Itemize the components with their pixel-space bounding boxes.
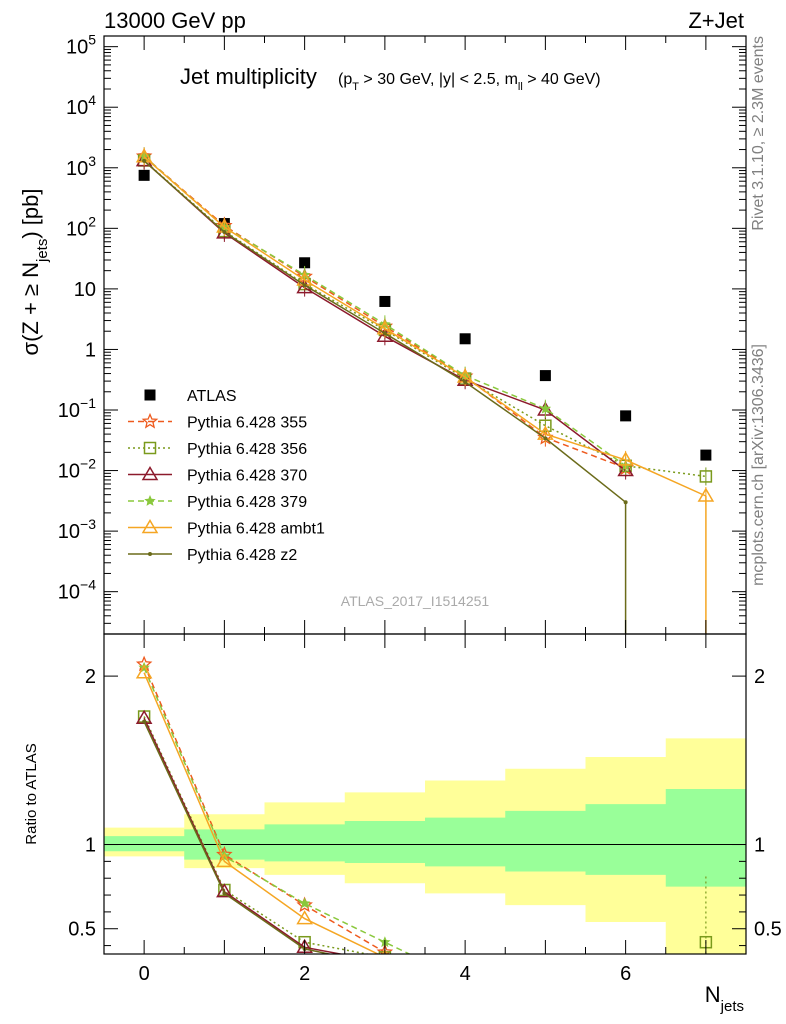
- legend-marker: [141, 519, 159, 534]
- main-plot-area: [135, 147, 715, 634]
- ratio-y-tick-label: 0.5: [68, 919, 96, 941]
- legend-marker: [148, 552, 152, 556]
- data-point: [142, 158, 147, 163]
- y-tick-label: 10−2: [58, 456, 96, 483]
- x-tick-label: 6: [620, 963, 631, 985]
- y-tick-label: 104: [66, 92, 96, 119]
- rivet-caption: Rivet 3.1.10, ≥ 2.3M events: [750, 36, 767, 231]
- ratio-y-axis-label: Ratio to ATLAS: [23, 743, 40, 844]
- legend-entry-pythia-6-428-z2: Pythia 6.428 z2: [128, 547, 297, 564]
- main-frame: [103, 35, 747, 635]
- legend-label: Pythia 6.428 370: [187, 468, 307, 485]
- data-point: [138, 169, 150, 181]
- data-point: [620, 410, 632, 422]
- main-title: Jet multiplicity (pT > 30 GeV, |y| < 2.5…: [180, 64, 601, 93]
- ratio-point: [376, 943, 394, 954]
- ratio-y-tick-label-right: 1: [754, 835, 765, 857]
- data-point: [299, 257, 311, 269]
- ratio-point: [383, 964, 387, 968]
- ratio-point: [298, 897, 311, 909]
- legend-marker: [141, 412, 159, 429]
- y-tick-label: 102: [66, 213, 96, 240]
- data-point: [539, 370, 551, 382]
- x-tick-label: 0: [139, 963, 150, 985]
- data-point: [543, 436, 548, 441]
- data-point: [700, 449, 712, 461]
- legend-label: Pythia 6.428 355: [187, 415, 307, 432]
- legend-entry-pythia-6-428-356: Pythia 6.428 356: [128, 441, 307, 458]
- header-right: Z+Jet: [688, 8, 744, 33]
- legend-marker: [141, 466, 159, 481]
- chart-subtitle: (pT > 30 GeV, |y| < 2.5, mll > 40 GeV): [338, 71, 601, 93]
- ratio-y-tick-label: 1: [85, 835, 96, 857]
- legend-label: Pythia 6.428 ambt1: [187, 521, 325, 538]
- data-point: [222, 229, 227, 234]
- ratio-point: [216, 852, 233, 868]
- legend-marker: [143, 441, 157, 455]
- y-tick-label: 10−1: [58, 395, 96, 422]
- ratio-point: [142, 719, 147, 724]
- main-axes: 10−4 10−3 10−2 10−1 1 10 102 103 104 105: [58, 32, 747, 635]
- x-axis-label: Njets: [705, 982, 744, 1015]
- ratio-point: [296, 910, 313, 925]
- data-point: [379, 295, 391, 307]
- legend-marker: [144, 495, 156, 506]
- ratio-point: [222, 891, 227, 896]
- data-point: [699, 470, 713, 483]
- uncertainty-band-inner: [104, 788, 746, 887]
- ratio-panel: Ratio to ATLAS 0.5 0.5 1 1 2 2 0 2 4 6 Njets: [23, 633, 782, 1015]
- y-tick-label: 103: [66, 153, 96, 180]
- legend-entry-pythia-6-428-379: Pythia 6.428 379: [128, 494, 307, 511]
- data-point: [302, 283, 307, 288]
- header-left: 13000 GeV pp: [104, 8, 246, 33]
- legend-entry-pythia-6-428-370: Pythia 6.428 370: [128, 466, 307, 485]
- ratio-point: [384, 953, 385, 954]
- legend-marker: [144, 389, 156, 401]
- chart-title: Jet multiplicity: [180, 64, 317, 89]
- y-tick-label: 1: [85, 339, 96, 361]
- main-panel: Jet multiplicity (pT > 30 GeV, |y| < 2.5…: [18, 32, 747, 635]
- legend-label: Pythia 6.428 379: [187, 494, 307, 511]
- y-axis-label: σ(Z + ≥ Njets) [pb]: [18, 189, 51, 356]
- series-pythia-6-428-356: [137, 151, 713, 486]
- data-point: [539, 402, 552, 414]
- analysis-id: ATLAS_2017_I1514251: [341, 593, 490, 609]
- data-point: [617, 462, 634, 477]
- y-tick-label: 10: [74, 279, 96, 301]
- mcplots-caption: mcplots.cern.ch [arXiv:1306.3436]: [750, 344, 767, 586]
- ratio-point: [216, 883, 233, 898]
- data-point: [459, 333, 471, 345]
- ratio-point: [135, 664, 153, 679]
- ratio-series-pythia-6-428-ambt1: [135, 664, 388, 954]
- series-line: [143, 156, 707, 634]
- legend-entry-pythia-6-428-ambt1: Pythia 6.428 ambt1: [128, 519, 325, 538]
- legend-entry-pythia-6-428-355: Pythia 6.428 355: [128, 412, 307, 432]
- ratio-line: [143, 667, 412, 954]
- legend-label: ATLAS: [187, 388, 237, 405]
- ratio-y-tick-label-right: 2: [754, 666, 765, 688]
- ratio-axes: 0.5 0.5 1 1 2 2 0 2 4 6: [68, 633, 782, 985]
- y-tick-label: 10−4: [58, 577, 96, 604]
- series-line: [143, 160, 627, 634]
- y-tick-label: 105: [66, 32, 96, 59]
- legend-label: Pythia 6.428 z2: [187, 547, 297, 564]
- ratio-y-tick-label: 2: [85, 666, 96, 688]
- x-tick-label: 4: [460, 963, 471, 985]
- series-pythia-6-428-z2: [142, 158, 628, 634]
- data-point: [617, 451, 634, 466]
- x-tick-label: 2: [299, 963, 310, 985]
- legend-entry-atlas: ATLAS: [144, 388, 237, 405]
- data-point: [382, 331, 387, 336]
- ratio-line: [143, 672, 380, 954]
- ratio-plot-area: [104, 655, 746, 968]
- data-point: [697, 487, 715, 502]
- legend-label: Pythia 6.428 356: [187, 441, 307, 458]
- ratio-y-tick-label-right: 0.5: [754, 919, 782, 941]
- legend: ATLAS Pythia 6.428 355 Pythia 6.428 356 Pyt…: [128, 388, 325, 564]
- data-point: [463, 380, 468, 385]
- y-tick-label: 10−3: [58, 516, 96, 543]
- ratio-point: [296, 896, 313, 913]
- data-point: [623, 500, 628, 505]
